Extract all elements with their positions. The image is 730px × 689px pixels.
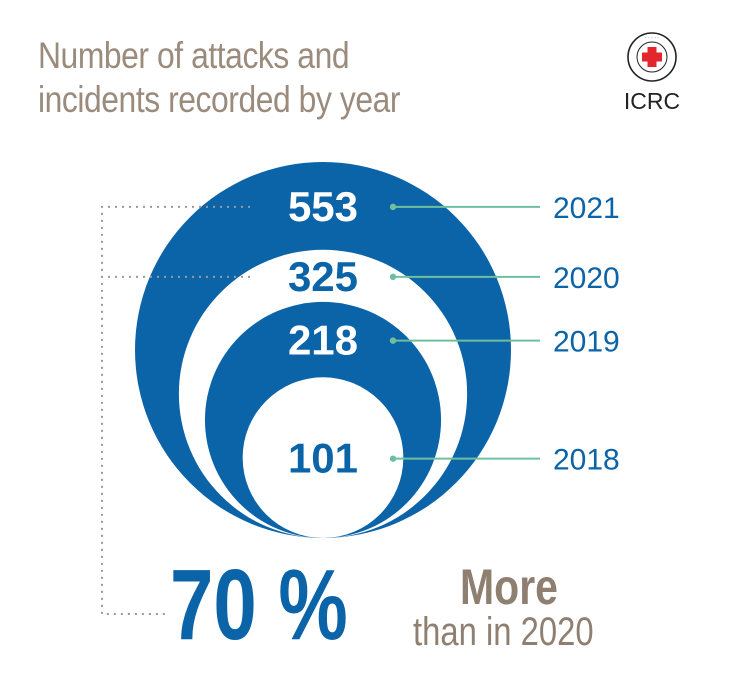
year-label-2018: 2018 (553, 444, 620, 477)
value-label-2018: 101 (288, 435, 358, 482)
value-label-2019: 218 (288, 317, 358, 364)
year-label-2020: 2020 (553, 262, 620, 295)
bubble-2018 (242, 377, 404, 538)
leader-dot-2021 (389, 203, 397, 211)
icrc-logo-text: ICRC (623, 88, 681, 114)
than-label: than in 2020 (413, 610, 594, 654)
chart-title-line-1: Number of attacks and (38, 35, 350, 76)
more-label: More (460, 559, 558, 615)
bracket-2021 (101, 205, 250, 615)
year-label-2021: 2021 (553, 192, 620, 225)
year-label-2019: 2019 (553, 326, 620, 359)
leader-dot-2020 (389, 273, 397, 281)
svg-text:· · · · ·: · · · · · (645, 36, 659, 42)
leader-dot-2018 (389, 455, 397, 462)
icrc-emblem-icon: · · · · · (627, 32, 677, 82)
leader-dot-2019 (389, 337, 397, 344)
chart-title-line-2: incidents recorded by year (38, 79, 401, 120)
icrc-logo: · · · · · ICRC (612, 30, 692, 118)
increase-percent: 70 % (170, 549, 348, 661)
value-label-2020: 325 (288, 253, 358, 300)
value-label-2021: 553 (288, 183, 358, 230)
chart-title: Number of attacks and incidents recorded… (38, 34, 400, 122)
